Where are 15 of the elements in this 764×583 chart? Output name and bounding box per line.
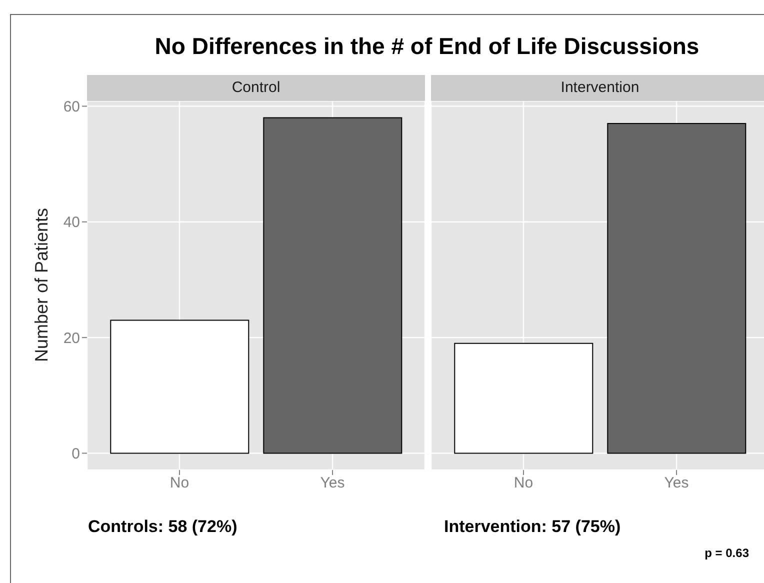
y-tick-label: 0 [72,446,80,463]
chart-title: No Differences in the # of End of Life Discussions [154,33,700,59]
x-tick-label: No [170,474,190,492]
y-axis-title: Number of Patients [32,208,52,362]
chart-subtitle: Control [87,75,425,101]
chart-subtitle: Intervention [431,75,764,101]
y-tick-label: 40 [63,214,80,232]
y-tick-label: 60 [63,98,80,116]
text: Intervention: 57 (75%) [444,517,621,536]
x-tick-label: Yes [320,474,345,492]
x-tick-label: Yes [664,474,689,492]
x-tick-label: No [514,474,534,492]
text: Controls: 58 (72%) [88,517,238,536]
y-tick-label: 20 [63,330,80,347]
text: p = 0.63 [704,546,749,560]
